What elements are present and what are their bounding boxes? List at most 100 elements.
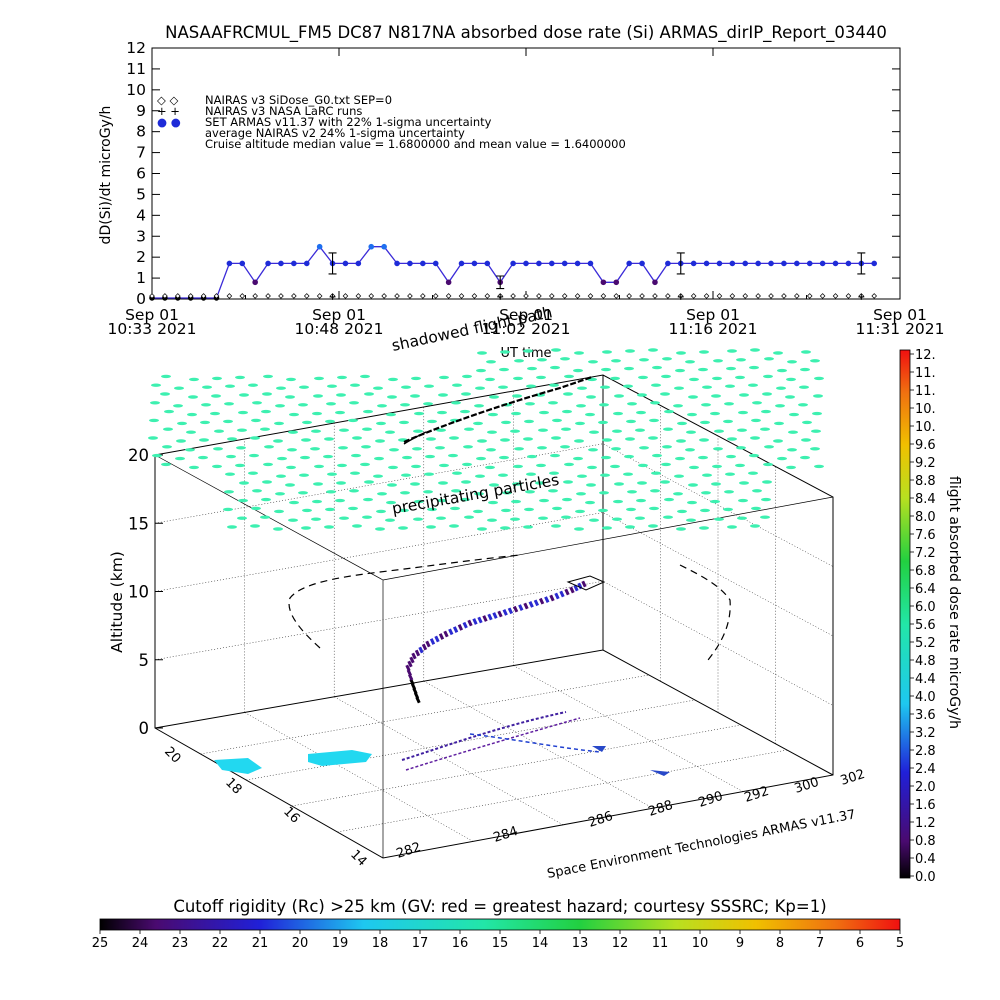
particle-marker — [814, 465, 824, 468]
particle-marker — [314, 377, 324, 380]
particle-marker — [439, 464, 449, 467]
colorbar-right-tick-label: 10. — [915, 420, 936, 435]
particle-marker — [724, 490, 734, 493]
particle-marker — [152, 454, 162, 457]
particle-marker — [802, 421, 812, 424]
data-point-armas — [871, 261, 877, 267]
particle-marker — [335, 499, 345, 502]
data-point-armas — [420, 261, 426, 267]
particle-marker — [673, 404, 683, 407]
grid-line — [424, 681, 653, 808]
particle-marker — [562, 410, 572, 413]
colorbar-bottom-ticks: 25 24 23 22 21 20 19 18 17 16 15 14 13 12 11 10 9 8 7 6 5 — [92, 930, 904, 951]
island-shape — [592, 746, 606, 752]
particle-marker — [539, 499, 549, 502]
particle-marker — [536, 376, 546, 379]
particle-marker — [474, 404, 484, 407]
particle-marker — [324, 525, 334, 528]
particle-marker — [148, 436, 158, 439]
particle-marker — [649, 419, 659, 422]
track-marker — [422, 644, 427, 651]
particle-marker — [298, 491, 308, 494]
colorbar-right-tick-label: 9.6 — [915, 438, 936, 453]
particle-marker — [462, 375, 472, 378]
track-marker — [581, 581, 586, 588]
track-marker — [534, 599, 539, 606]
particle-marker — [625, 437, 635, 440]
lon-tick: 302 — [839, 767, 867, 789]
colorbar-right-ticks: 12.11.11.10.10.9.69.28.88.48.07.67.26.86… — [910, 348, 936, 885]
particle-marker — [352, 436, 362, 439]
particle-marker — [612, 430, 622, 433]
particle-marker — [536, 464, 546, 467]
particle-marker — [585, 501, 595, 504]
particle-marker — [538, 429, 548, 432]
data-point-nairas — [820, 294, 825, 299]
particle-marker — [738, 411, 748, 414]
track-marker — [453, 626, 458, 633]
particle-marker — [701, 491, 711, 494]
particle-marker — [199, 438, 209, 441]
particle-marker — [176, 439, 186, 442]
particle-marker — [560, 357, 570, 360]
data-point-nairas — [549, 294, 554, 299]
precipitating-particles-field — [148, 348, 824, 530]
particle-marker — [586, 483, 596, 486]
particle-marker — [213, 447, 223, 450]
particle-marker — [239, 481, 249, 484]
particle-marker — [500, 438, 510, 441]
lat-tick: 20 — [161, 744, 183, 766]
track-marker — [559, 591, 564, 598]
y-axis-ticks: 0123456789101112 — [126, 39, 900, 308]
data-point-armas — [626, 261, 632, 267]
figure: NASAAFRCMUL_FM5 DC87 N817NA absorbed dos… — [0, 0, 1000, 1000]
particle-marker — [801, 438, 811, 441]
particle-marker — [487, 519, 497, 522]
particle-marker — [251, 507, 261, 510]
particle-marker — [761, 498, 771, 501]
particle-marker — [711, 482, 721, 485]
grid-line — [246, 700, 695, 780]
particle-marker — [177, 422, 187, 425]
particle-marker — [337, 464, 347, 467]
particle-marker — [713, 359, 723, 362]
particle-marker — [237, 517, 247, 520]
particle-marker — [639, 358, 649, 361]
track-marker — [430, 638, 435, 645]
particle-marker — [751, 507, 761, 510]
particle-marker — [737, 517, 747, 520]
particle-marker — [175, 457, 185, 460]
y-tick-label: 5 — [136, 185, 146, 203]
particle-marker — [352, 524, 362, 527]
particle-marker — [438, 393, 448, 396]
particle-marker — [739, 393, 749, 396]
colorbar-bottom-tick-label: 10 — [692, 936, 709, 951]
data-point-nairas — [640, 294, 645, 299]
particle-marker — [488, 501, 498, 504]
particle-marker — [749, 454, 759, 457]
particle-marker — [201, 403, 211, 406]
colorbar-bottom-tick-label: 20 — [292, 936, 309, 951]
lon-tick: 286 — [587, 809, 615, 831]
particle-marker — [510, 518, 520, 521]
y-tick-label: 3 — [136, 227, 146, 245]
particle-marker — [689, 466, 699, 469]
particle-marker — [473, 422, 483, 425]
data-point-nairas — [562, 294, 567, 299]
particle-marker — [487, 431, 497, 434]
particle-marker — [262, 480, 272, 483]
particle-marker — [610, 465, 620, 468]
y-tick-label: 7 — [136, 144, 146, 162]
data-point-nairas — [691, 294, 696, 299]
particle-marker — [660, 480, 670, 483]
particle-marker — [612, 518, 622, 521]
particle-marker — [498, 474, 508, 477]
colorbar-bottom-tick-label: 17 — [412, 936, 429, 951]
colorbar-bottom-tick-label: 18 — [372, 936, 389, 951]
colorbar-bottom-tick-label: 24 — [132, 936, 149, 951]
particle-marker — [348, 419, 358, 422]
colorbar-bottom-tick-label: 23 — [172, 936, 189, 951]
colorbar-right-tick-label: 7.2 — [915, 546, 936, 561]
track-marker — [549, 595, 554, 602]
particle-marker — [614, 394, 624, 397]
